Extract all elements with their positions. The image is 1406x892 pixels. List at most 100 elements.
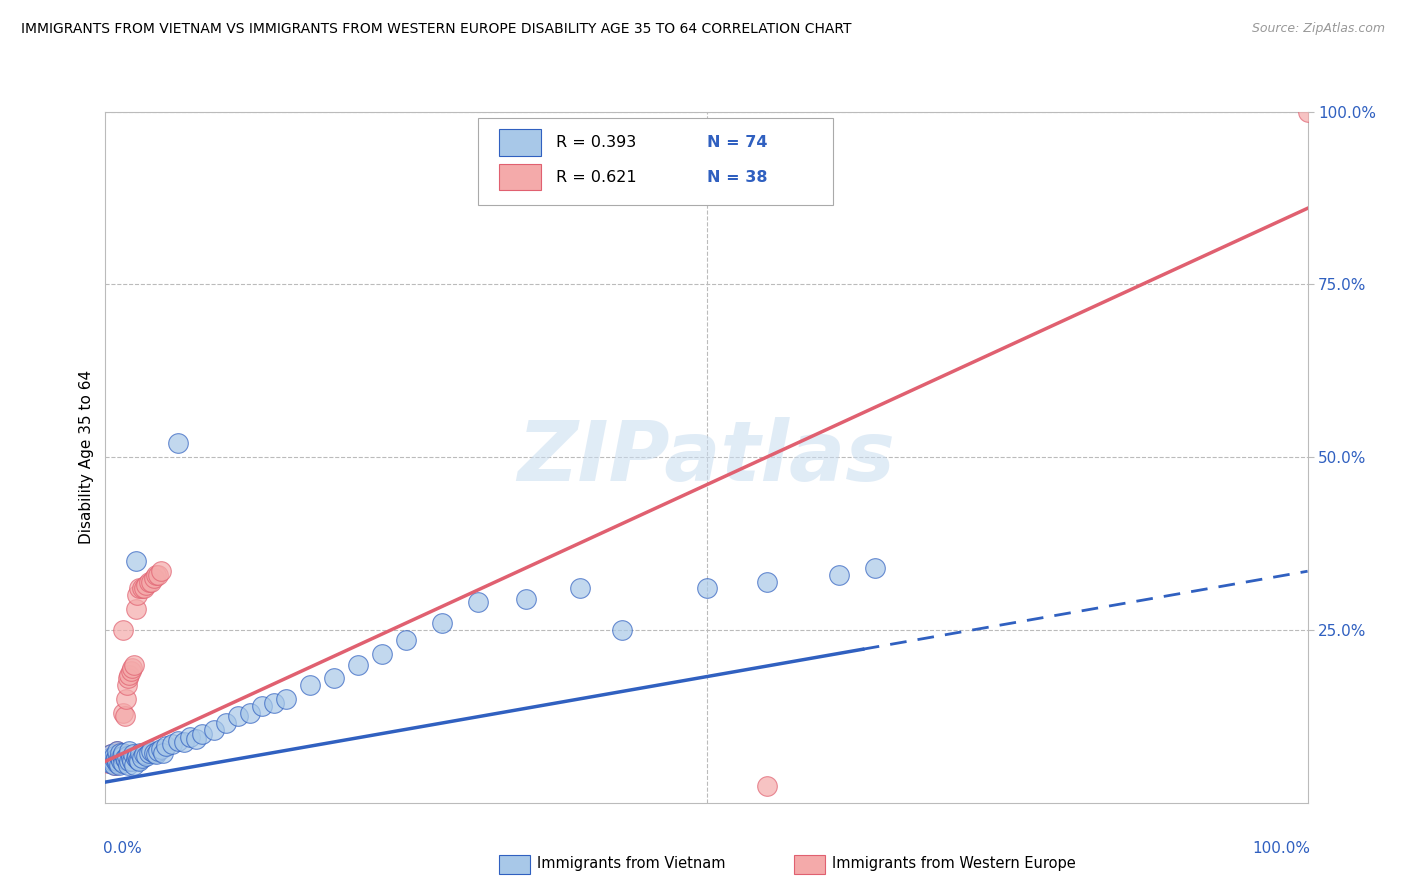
Point [107, 757, 129, 772]
Point [101, 755, 124, 769]
Point [98, 751, 121, 765]
Point [152, 746, 174, 760]
Point [863, 561, 886, 575]
Text: Source: ZipAtlas.com: Source: ZipAtlas.com [1251, 22, 1385, 36]
Point [122, 747, 145, 762]
Point [145, 747, 167, 762]
Point [118, 755, 141, 769]
Point [108, 748, 131, 763]
Point [115, 678, 138, 692]
Point [131, 582, 153, 596]
Point [108, 751, 131, 765]
Point [395, 633, 418, 648]
Point [298, 678, 321, 692]
Point [612, 623, 634, 637]
Text: R = 0.393: R = 0.393 [557, 135, 637, 150]
Point [111, 748, 134, 763]
Point [322, 672, 344, 686]
Point [98, 756, 121, 770]
Point [828, 567, 851, 582]
Point [371, 647, 394, 661]
Point [103, 748, 125, 763]
Point [129, 746, 152, 760]
Point [101, 753, 124, 767]
Text: N = 74: N = 74 [707, 135, 768, 150]
Point [263, 696, 285, 710]
Point [515, 591, 537, 606]
Point [430, 615, 453, 630]
Point [98, 751, 121, 765]
Point [97, 756, 120, 770]
Text: Immigrants from Vietnam: Immigrants from Vietnam [537, 856, 725, 871]
Point [149, 742, 172, 756]
Point [111, 746, 134, 760]
Point [112, 706, 135, 720]
Point [125, 748, 148, 763]
Point [125, 589, 148, 603]
Point [124, 602, 146, 616]
Point [110, 755, 132, 769]
Point [100, 747, 122, 762]
Point [160, 737, 183, 751]
Point [131, 751, 153, 765]
Point [105, 746, 128, 760]
Point [121, 755, 143, 769]
Point [132, 747, 155, 762]
Point [166, 436, 188, 450]
Point [173, 735, 195, 749]
Point [124, 554, 146, 568]
Point [112, 756, 135, 770]
Point [128, 582, 150, 596]
Point [179, 730, 201, 744]
Point [104, 757, 127, 772]
Point [108, 746, 131, 760]
Point [118, 668, 141, 682]
Point [115, 748, 138, 763]
Point [127, 753, 149, 767]
Point [145, 567, 167, 582]
Point [97, 755, 120, 769]
Point [121, 661, 143, 675]
Point [120, 751, 142, 765]
Point [115, 692, 138, 706]
Text: N = 38: N = 38 [707, 169, 768, 185]
Point [107, 756, 129, 770]
Point [107, 751, 129, 765]
Point [142, 571, 165, 585]
Point [138, 746, 160, 760]
Point [226, 709, 249, 723]
Point [214, 716, 236, 731]
Point [139, 574, 162, 589]
Point [467, 595, 489, 609]
Point [155, 739, 177, 753]
Point [755, 779, 778, 793]
Point [104, 753, 127, 767]
Point [190, 726, 212, 740]
Point [107, 744, 129, 758]
Point [138, 574, 160, 589]
Point [124, 657, 146, 672]
Text: Immigrants from Western Europe: Immigrants from Western Europe [832, 856, 1076, 871]
Point [148, 744, 170, 758]
Point [148, 567, 170, 582]
Text: ZIPatlas: ZIPatlas [517, 417, 896, 498]
Text: R = 0.621: R = 0.621 [557, 169, 637, 185]
Y-axis label: Disability Age 35 to 64: Disability Age 35 to 64 [79, 370, 94, 544]
Point [118, 744, 141, 758]
Point [184, 732, 207, 747]
Point [110, 747, 132, 762]
Point [149, 564, 172, 578]
Point [112, 746, 135, 760]
Point [107, 755, 129, 769]
Point [139, 744, 162, 758]
Point [135, 578, 157, 592]
Point [202, 723, 225, 738]
Point [347, 657, 370, 672]
Point [1296, 104, 1319, 119]
Point [114, 751, 136, 765]
Bar [499, 129, 541, 156]
Point [239, 706, 262, 720]
Point [135, 748, 157, 763]
Point [755, 574, 778, 589]
Text: 0.0%: 0.0% [103, 841, 142, 855]
